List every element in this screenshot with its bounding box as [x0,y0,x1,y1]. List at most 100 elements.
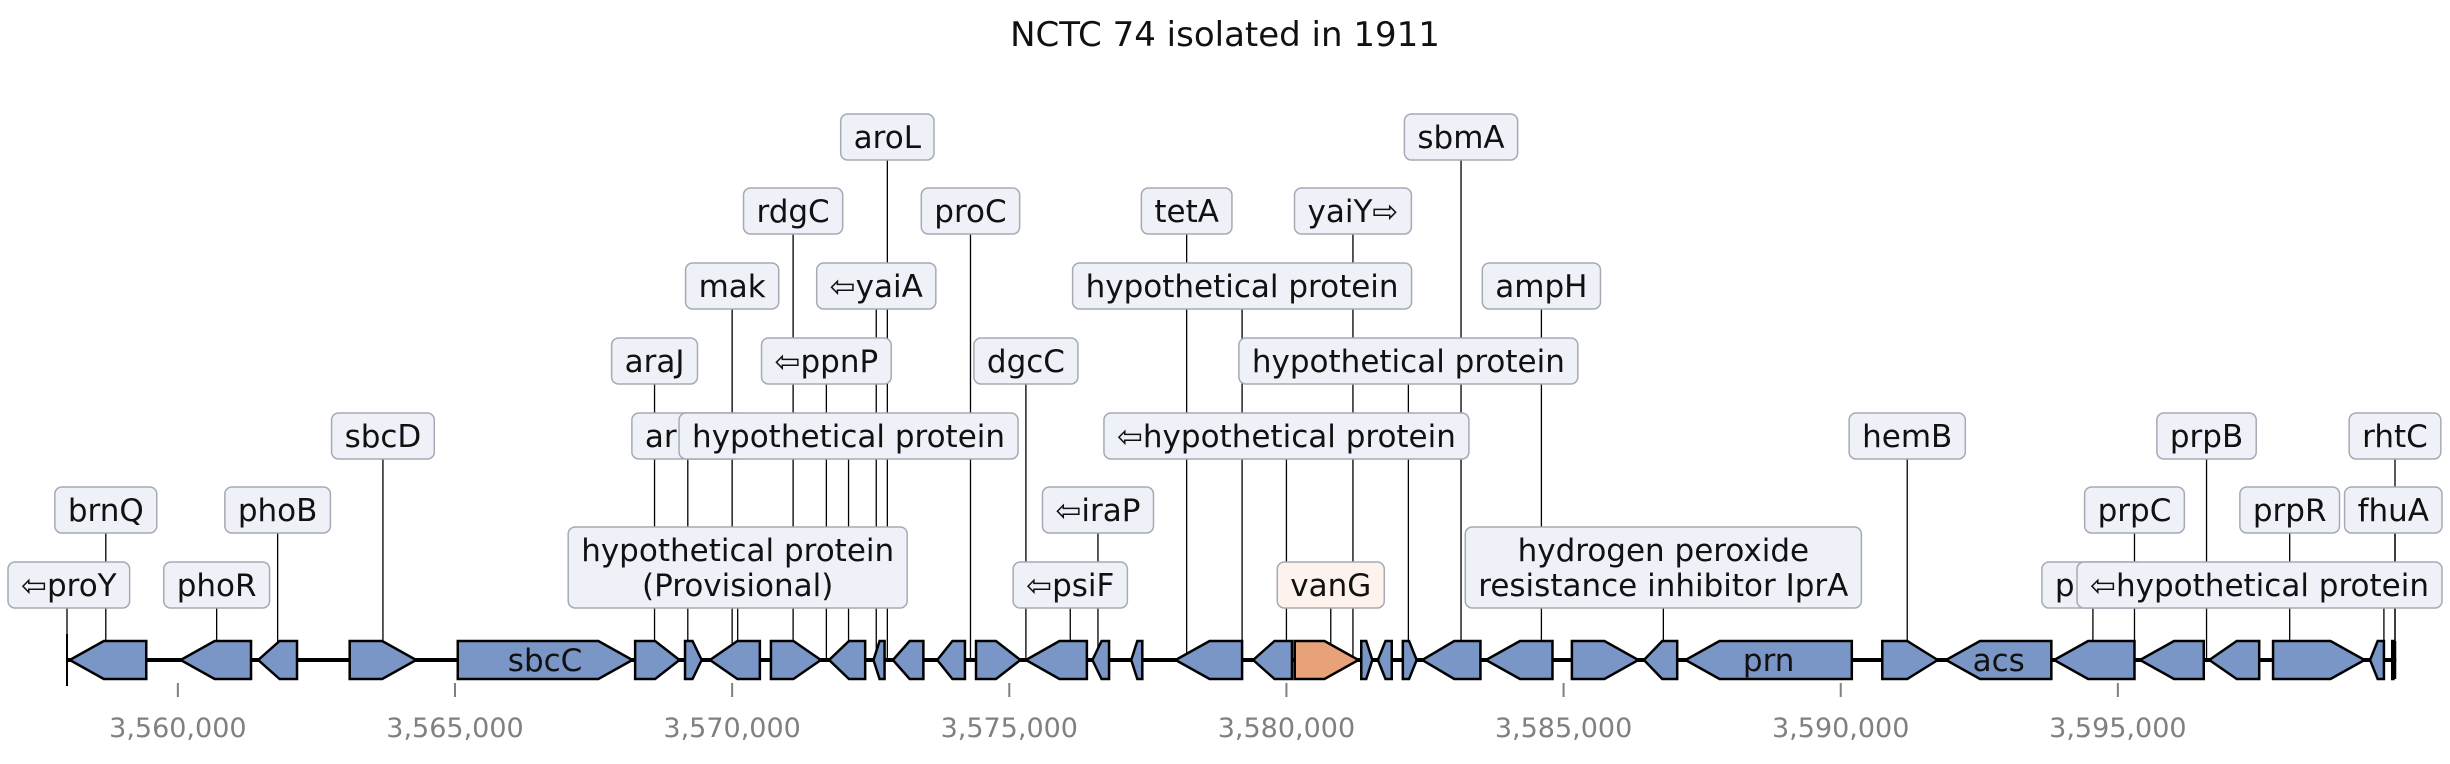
gene-arrow [2271,639,2368,681]
annotation-label: (Provisional) [642,568,833,604]
gene-arrow [1401,639,1419,681]
annotation-box [162,561,271,609]
annotation-label: rhtC [2362,419,2428,455]
annotation-label: tetA [1154,194,1219,230]
annotation-label: ⇦iraP [1055,493,1140,529]
annotation-box [1140,187,1233,235]
annotation-label: araJ [625,344,685,380]
gene-label: acs [1973,643,2025,679]
annotation-label: proC [934,194,1006,230]
annotation-box [1071,262,1413,310]
gene-arrow [456,639,635,681]
annotation-box [1464,526,1863,609]
annotation-box [1041,486,1155,534]
axis-tick-label: 3,570,000 [663,713,800,744]
annotation-label: dgcC [987,344,1065,380]
axis-tick-label: 3,580,000 [1218,713,1355,744]
annotation-label: fhuA [2358,493,2429,529]
annotation-box [742,187,844,235]
annotation-box [2076,561,2443,609]
axis-tick-label: 3,590,000 [1772,713,1909,744]
axis-tick-label: 3,560,000 [109,713,246,744]
annotation-label: mak [699,269,766,305]
annotation-label: hypothetical protein [581,533,894,569]
gene-arrow [827,639,867,681]
gene-arrow [1173,639,1244,681]
annotation-label: aroL [854,120,922,156]
annotation-box [678,412,1019,460]
annotation-label: resistance inhibitor IprA [1478,568,1848,604]
annotation-box [2156,412,2257,460]
annotation-box [1276,561,1386,609]
annotation-box [224,486,332,534]
gene-arrow [1091,639,1111,681]
annotation-label: sbcD [345,419,422,455]
annotation-box [920,187,1021,235]
annotation-labels: ⇦proYbrnQphoRphoBsbcDaraJaraJ⇨makhypothe… [7,113,2443,609]
gene-arrow [769,639,824,681]
annotation-label: prpR [2253,493,2327,529]
chart-title: NCTC 74 isolated in 1911 [1010,15,1440,55]
gene-arrow [1023,639,1089,681]
annotation-label: ⇦psiF [1026,568,1114,604]
annotation-label: ⇦yaiA [830,269,923,305]
annotation-label: sbmA [1417,120,1504,156]
annotation-box [7,561,131,609]
gene-track: sbcC prn acs [67,639,2397,681]
annotation-box [1293,187,1413,235]
annotation-label: phoR [177,568,257,604]
annotation-label: hypothetical protein [1086,269,1399,305]
gene-arrow [974,639,1023,681]
gene-arrow [891,639,925,681]
annotation-label: hypothetical protein [1252,344,1565,380]
annotation-box [839,113,935,161]
gene-arrow [2137,639,2206,681]
annotation-label: prpC [2098,493,2172,529]
annotation-label: ampH [1495,269,1587,305]
annotation-label: phoB [238,493,318,529]
axis-tick-label: 3,595,000 [2049,713,2186,744]
gene-arrow [707,639,762,681]
annotation-label: prpB [2170,419,2243,455]
gene-arrow [2207,639,2261,681]
annotation-box [54,486,158,534]
gene-arrow [1360,639,1374,681]
gene-arrow [1943,639,2053,681]
gene-arrow [872,639,886,681]
gene-arrow [1570,639,1641,681]
annotation-box [2348,412,2442,460]
annotation-box [567,526,908,609]
gene-arrow [1376,639,1393,681]
annotation-box [2343,486,2443,534]
annotation-label: hypothetical protein [692,419,1005,455]
annotation-label: ⇦hypothetical protein [2090,568,2429,604]
gene-arrow [2051,639,2136,681]
gene-label: sbcC [508,643,583,679]
annotation-box [1103,412,1470,460]
annotation-label: hemB [1862,419,1952,455]
annotation-box [684,262,780,310]
axis-tick-label: 3,565,000 [386,713,523,744]
annotation-box [2083,486,2186,534]
gene-arrow [1483,639,1554,681]
annotation-label: brnQ [68,493,144,529]
gene-arrow [1682,639,1854,681]
annotation-label: rdgC [757,194,830,230]
annotation-label: ⇦ppnP [775,344,879,380]
gene-arrow [348,639,419,681]
annotation-label: vanG [1290,568,1371,604]
annotation-box [1238,337,1579,385]
annotation-box [1012,561,1129,609]
annotation-box [760,337,892,385]
gene-arrow [1129,639,1144,681]
annotation-box [1848,412,1967,460]
gene-arrow [256,639,299,681]
x-axis: 3,560,000 3,565,000 3,570,000 3,575,000 3,58… [109,683,2187,744]
annotation-box [1481,262,1602,310]
gene-arrow [1251,639,1294,681]
axis-tick-label: 3,575,000 [941,713,1078,744]
gene-arrow [935,639,967,681]
annotation-box [1403,113,1519,161]
gene-arrow [1642,639,1679,681]
annotation-label: yaiY⇨ [1308,194,1399,230]
